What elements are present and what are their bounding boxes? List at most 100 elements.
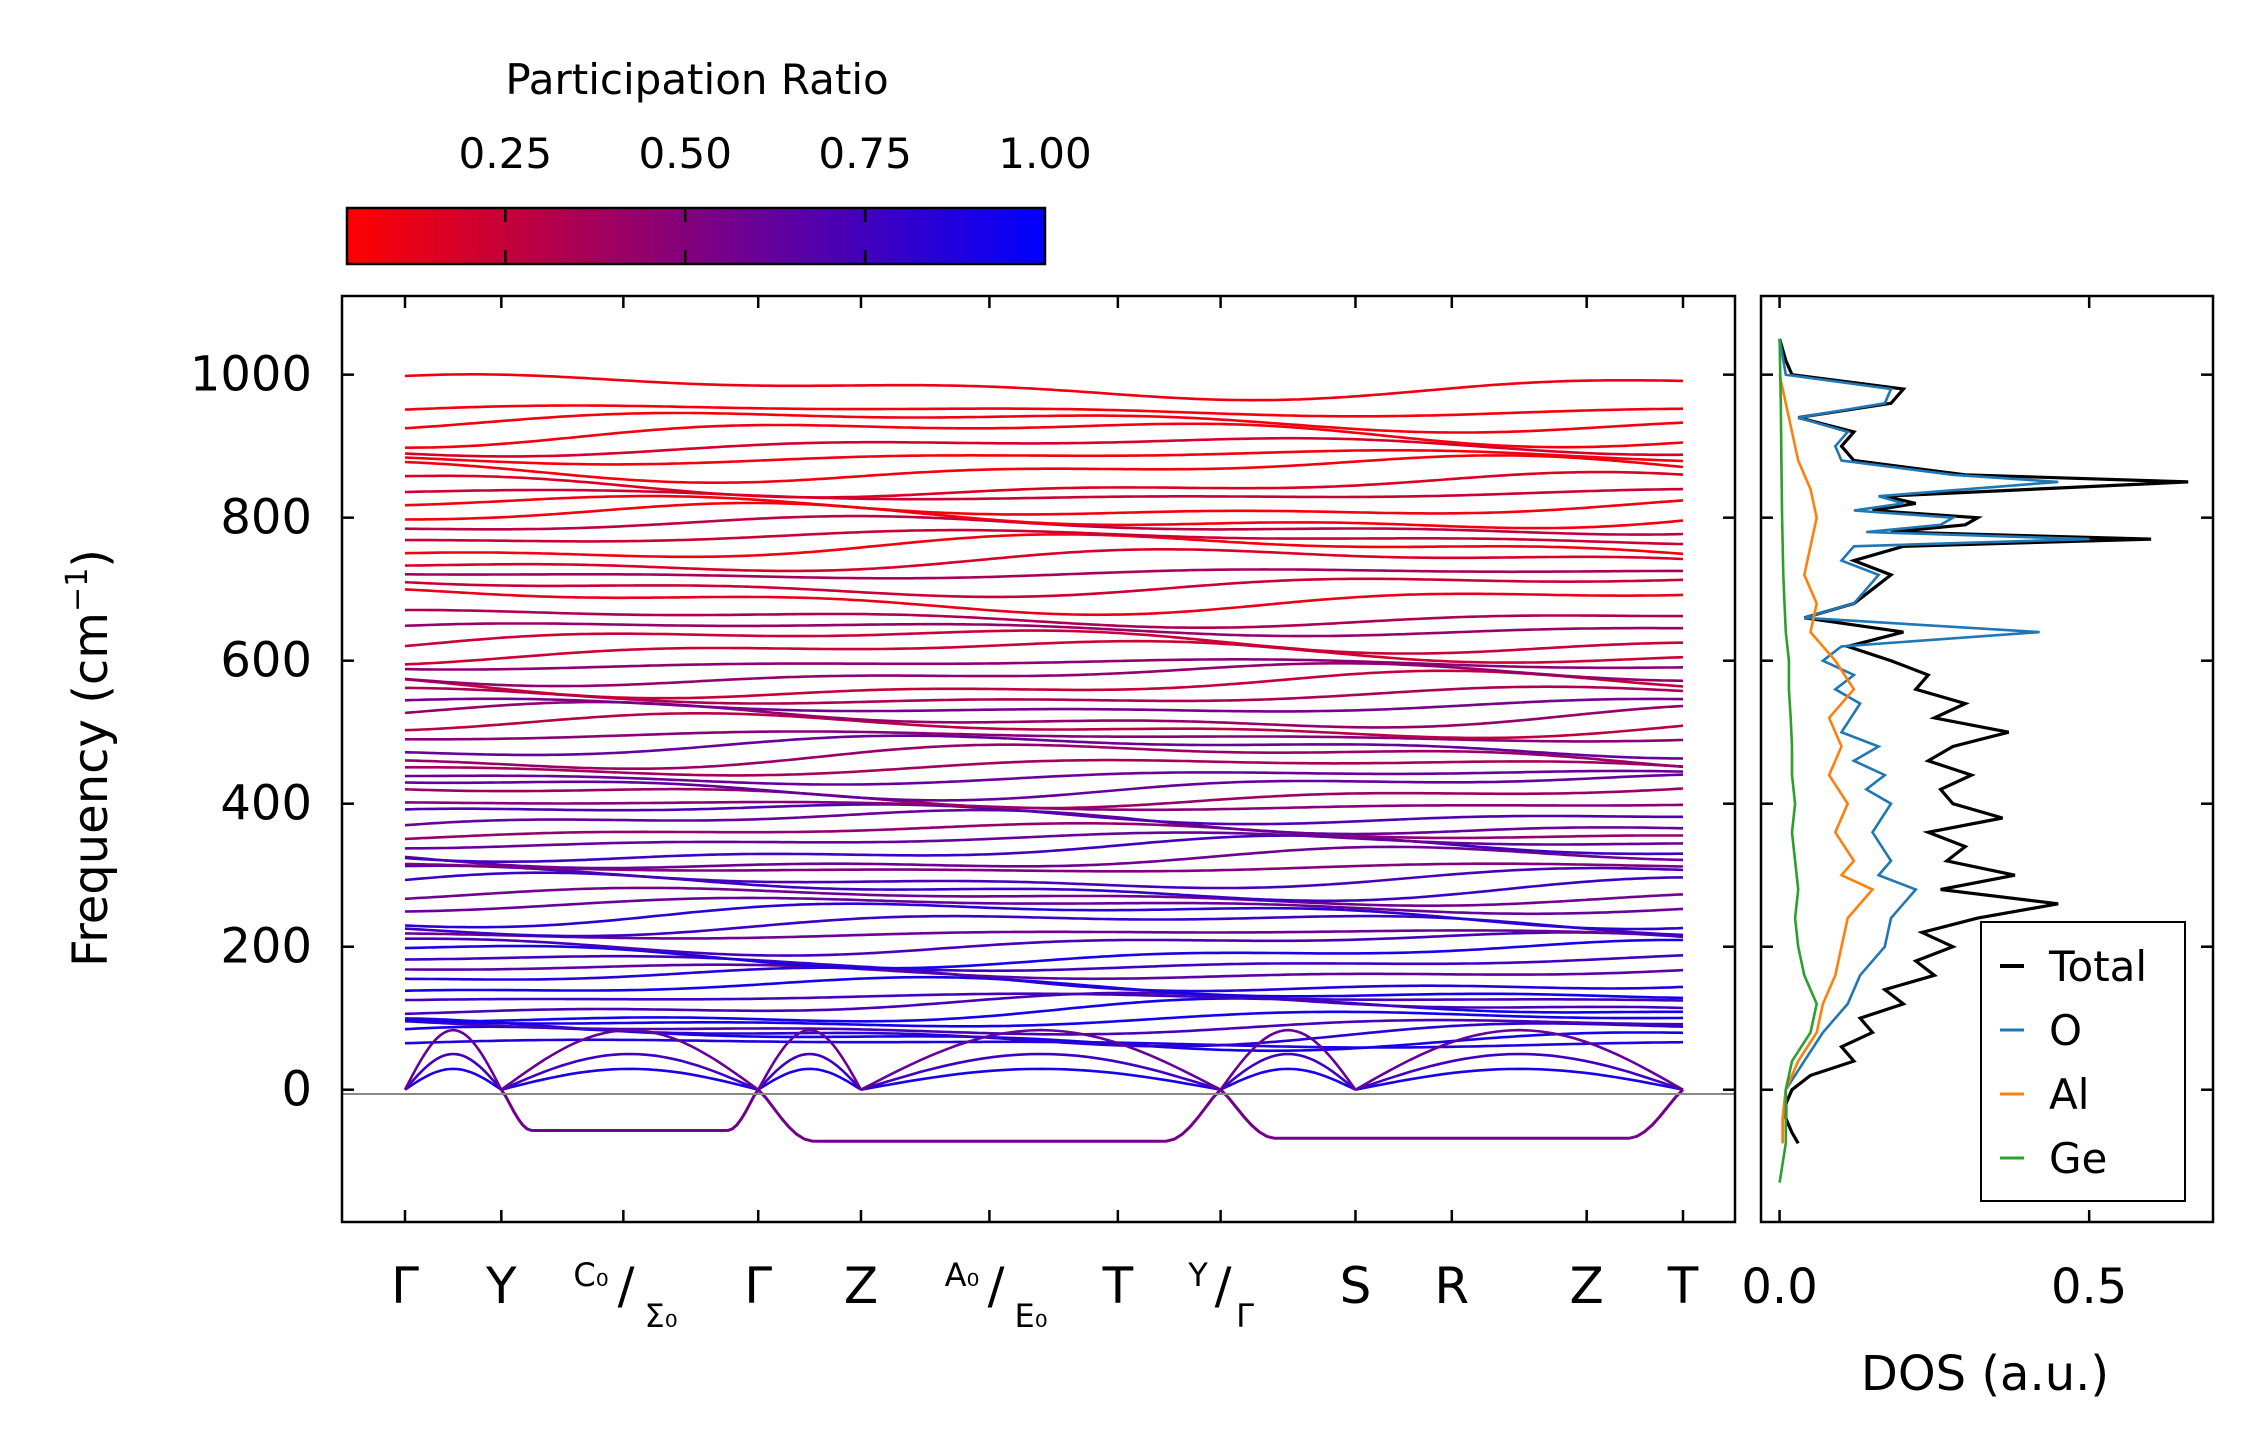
acoustic-branch	[500, 1028, 759, 1091]
phonon-band	[404, 991, 1684, 1016]
phonon-band	[405, 931, 1684, 957]
phonon-band	[404, 992, 1684, 1002]
y-axis-title-main: Frequency (cm	[63, 612, 119, 967]
dos-ticks: 0.0 0.5	[1741, 296, 2213, 1315]
kpoint-label-slash: /	[618, 1257, 635, 1315]
kpoint-label-y-gamma: Y / Γ	[1187, 1256, 1254, 1335]
acoustic-branch	[860, 1028, 1222, 1091]
colorbar: Participation Ratio 0.25 0.50 0.75 1.00	[345, 55, 1092, 266]
phonon-band	[404, 886, 1684, 907]
k-tick-label: T	[1667, 1257, 1699, 1315]
y-tick-label: 1000	[190, 347, 312, 403]
phonon-band	[404, 588, 1684, 617]
colorbar-tick-label: 0.75	[818, 129, 912, 178]
phonon-band	[404, 1018, 1683, 1036]
y-axis-title-sup: −1	[60, 568, 95, 612]
phonon-band	[404, 845, 1684, 870]
dos-series-total	[1778, 338, 2189, 1145]
colorbar-ticks: 0.25 0.50 0.75 1.00	[459, 129, 1092, 264]
phonon-band	[404, 577, 1684, 599]
phonon-band	[405, 568, 1683, 580]
dos-x-tick-label: 0.5	[2051, 1259, 2127, 1315]
kpoint-label-a0: A₀	[945, 1256, 980, 1294]
imaginary-branch	[500, 1088, 760, 1132]
phonon-band	[404, 669, 1684, 700]
acoustic-branch	[757, 1067, 862, 1091]
phonon-band	[404, 831, 1684, 850]
k-tick-label: Z	[1570, 1257, 1604, 1315]
phonon-band	[404, 743, 1684, 770]
kpoint-label-sigma0: Σ₀	[644, 1297, 677, 1335]
k-tick-label: T	[1102, 1257, 1134, 1315]
phonon-band	[404, 938, 1683, 970]
phonon-band	[404, 997, 1683, 1023]
phonon-band	[404, 454, 1684, 484]
phonon-band	[404, 769, 1684, 786]
phonon-band	[404, 533, 1684, 559]
colorbar-tick-label: 0.25	[459, 129, 553, 178]
acoustic-branch	[1219, 1052, 1357, 1091]
dos-curves	[1778, 338, 2189, 1183]
k-tick-label: S	[1340, 1257, 1372, 1315]
y-tick-label: 800	[220, 490, 312, 546]
k-tick-label: Γ	[744, 1257, 772, 1315]
acoustic-branch	[403, 1028, 503, 1091]
acoustic-branch	[500, 1052, 759, 1091]
phonon-band	[404, 404, 1684, 418]
phonon-band	[404, 548, 1684, 573]
phonon-band	[404, 501, 1684, 530]
phonon-band	[405, 422, 1684, 449]
phonon-bands	[403, 373, 1685, 1143]
legend-frame	[1980, 921, 2186, 1202]
phonon-band	[404, 470, 1684, 499]
k-tick-label: Γ	[391, 1257, 419, 1315]
dos-axes-frame	[1759, 294, 2215, 1224]
colorbar-label: Participation Ratio	[505, 55, 888, 104]
phonon-band	[404, 787, 1684, 810]
phonon-band	[404, 436, 1684, 458]
y-axis-title: Frequency (cm−1)	[60, 549, 119, 967]
acoustic-branch	[757, 1052, 862, 1091]
acoustic-branch	[404, 1067, 503, 1091]
phonon-band	[404, 773, 1684, 802]
legend-label-al: Al	[2049, 1070, 2089, 1119]
phonon-band	[404, 658, 1684, 671]
dos-x-tick-label: 0.0	[1741, 1259, 1817, 1315]
phonon-band	[404, 411, 1684, 434]
colorbar-tick-label: 0.50	[638, 129, 732, 178]
dos-panel: 0.0 0.5 DOS (a.u.) Total O Al Ge	[1741, 294, 2215, 1402]
legend-label-total: Total	[2048, 942, 2147, 991]
phonon-band	[405, 963, 1684, 981]
phonon-band	[404, 1010, 1684, 1028]
kpoint-label-y: Y	[1187, 1256, 1208, 1294]
phonon-band	[404, 662, 1684, 688]
colorbar-tick-label: 1.00	[998, 129, 1092, 178]
imaginary-branch	[757, 1088, 1222, 1143]
y-tick-label: 0	[281, 1062, 312, 1118]
phonon-band	[405, 528, 1684, 546]
phonon-band	[404, 373, 1684, 402]
y-tick-label: 600	[220, 633, 312, 689]
phonon-band	[404, 929, 1684, 940]
phonon-band	[404, 629, 1683, 655]
phonon-band	[404, 734, 1684, 760]
kpoint-label-gamma: Γ	[1236, 1297, 1254, 1335]
kpoint-label-c0-sigma0: C₀ / Σ₀	[573, 1256, 677, 1335]
k-tick-label: Y	[485, 1257, 517, 1315]
x-axis-title: DOS (a.u.)	[1861, 1346, 2109, 1402]
phonon-band	[404, 608, 1683, 629]
phonon-band	[404, 697, 1683, 713]
phonon-band	[404, 834, 1683, 863]
legend: Total O Al Ge	[1980, 921, 2186, 1202]
phonon-band	[404, 449, 1684, 466]
acoustic-branch	[404, 1052, 503, 1091]
acoustic-branch	[860, 1067, 1221, 1091]
kpoint-label-a0-e0: A₀ / E₀	[945, 1256, 1048, 1335]
acoustic-branch	[860, 1052, 1221, 1091]
acoustic-branch	[1219, 1028, 1357, 1091]
dos-series-ge	[1778, 338, 1819, 1183]
phonon-band	[404, 862, 1684, 873]
band-y-ticks: 0 200 400 600 800 1000	[190, 347, 1735, 1118]
